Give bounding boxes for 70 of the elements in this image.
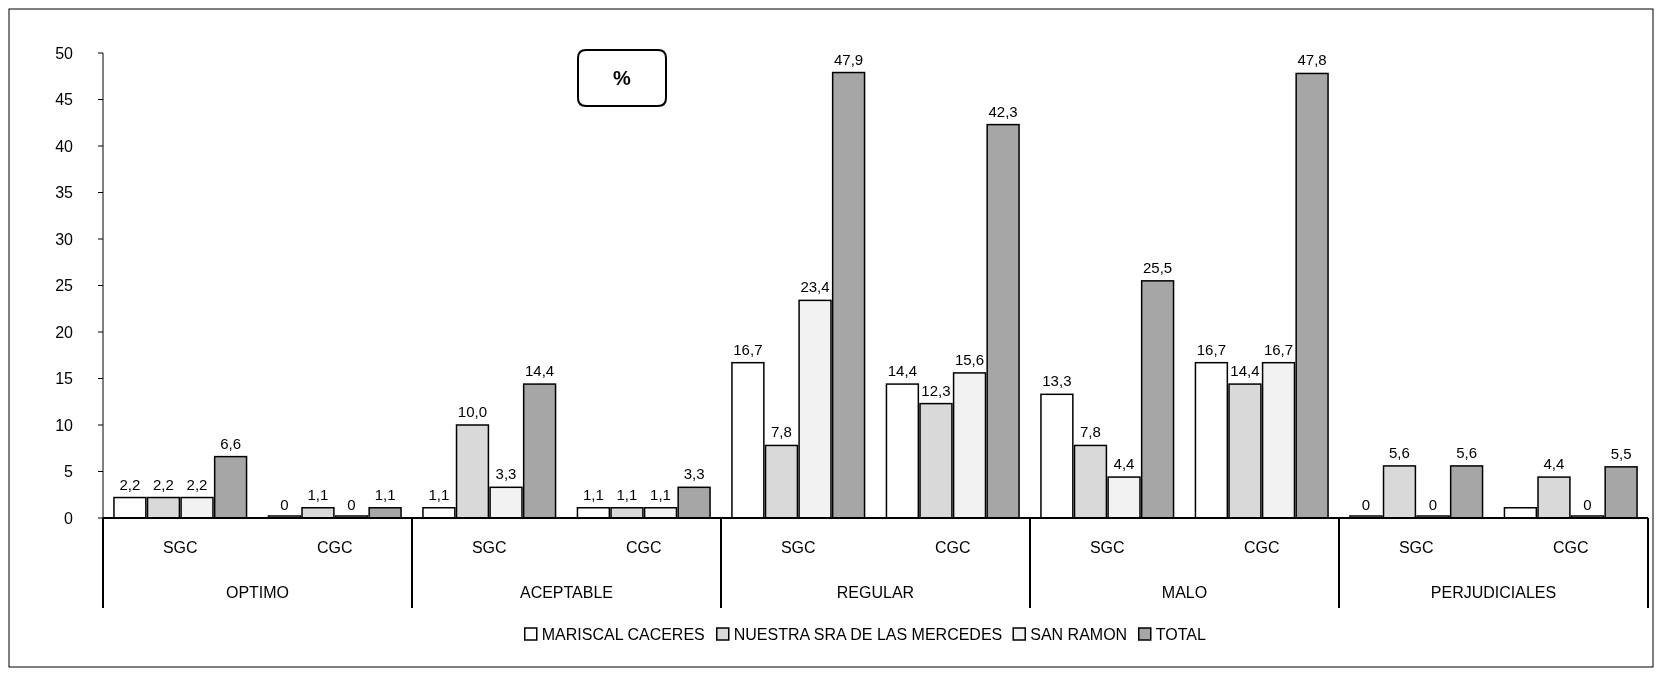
- data-label: 6,6: [220, 434, 242, 452]
- x-tick-label: SGC: [471, 539, 507, 556]
- data-label: 16,7: [733, 340, 763, 358]
- data-label: 47,8: [1297, 51, 1327, 69]
- y-tick-label: 40: [55, 137, 74, 155]
- x-tick-label: SGC: [1398, 539, 1434, 556]
- data-label: 7,8: [1080, 423, 1101, 441]
- x-tick-label: CGC: [1243, 539, 1280, 556]
- data-label: 5,5: [1610, 444, 1632, 462]
- data-label: 16,7: [1263, 340, 1294, 358]
- text: ACEPTABLE: [519, 584, 614, 601]
- data-label: 1,1: [650, 485, 671, 503]
- data-label: 0: [1428, 496, 1438, 513]
- x-tick-label: CGC: [1552, 539, 1589, 556]
- data-label: 0: [280, 496, 289, 513]
- x-tick-label: SGC: [780, 539, 816, 556]
- data-label: 13,3: [1042, 372, 1072, 390]
- data-label: 5,6: [1389, 443, 1410, 461]
- y-tick-label: 35: [55, 184, 74, 202]
- x-tick-label: CGC: [625, 539, 662, 556]
- data-label: 3,3: [683, 465, 705, 483]
- data-label: 12,3: [921, 381, 951, 399]
- legend-label: TOTAL: [1155, 626, 1206, 643]
- x-tick-label: SGC: [162, 539, 198, 556]
- text: MALO: [1161, 584, 1208, 601]
- data-label: 0: [1583, 496, 1592, 513]
- y-tick-label: 50: [55, 44, 74, 62]
- legend-label: NUESTRA SRA DE LAS MERCEDES: [733, 626, 1003, 643]
- data-label: 1,1: [582, 485, 604, 503]
- y-tick-label: 30: [55, 230, 74, 248]
- data-label: 14,4: [525, 362, 555, 380]
- data-label: 42,3: [988, 102, 1018, 120]
- text: %: [613, 67, 632, 89]
- data-label: 5,6: [1456, 443, 1478, 461]
- x-tick-label: CGC: [316, 539, 353, 556]
- data-label: 23,4: [800, 278, 830, 296]
- data-label: 0: [347, 496, 356, 513]
- data-label: 14,4: [887, 362, 917, 380]
- data-label: 15,6: [954, 350, 985, 368]
- data-label: 3,3: [495, 465, 517, 483]
- y-tick-label: 20: [55, 323, 74, 341]
- y-tick-label: 15: [55, 370, 74, 388]
- x-tick-label: SGC: [1089, 539, 1125, 556]
- y-tick-label: 5: [64, 463, 74, 481]
- data-label: 1,1: [428, 485, 450, 503]
- data-label: 1,1: [307, 485, 329, 503]
- y-tick-label: 45: [55, 91, 74, 109]
- text: PERJUDICIALES: [1430, 584, 1557, 601]
- data-label: 4,4: [1543, 455, 1565, 473]
- text: OPTIMO: [225, 584, 290, 601]
- data-label: 2,2: [186, 475, 208, 493]
- data-label: 47,9: [834, 50, 864, 68]
- data-label: 1,1: [616, 485, 638, 503]
- legend-label: SAN RAMON: [1030, 626, 1128, 643]
- y-tick-label: 0: [64, 509, 74, 527]
- data-label: 14,4: [1230, 362, 1260, 380]
- y-tick-label: 10: [55, 416, 74, 434]
- data-label: 1,1: [374, 485, 396, 503]
- data-label: 25,5: [1143, 258, 1173, 276]
- data-label: 16,7: [1196, 340, 1226, 358]
- legend-label: MARISCAL CACERES: [541, 626, 705, 643]
- data-label: 2,2: [119, 475, 141, 493]
- data-label: 4,4: [1113, 455, 1135, 473]
- text: REGULAR: [836, 584, 915, 601]
- data-label: 2,2: [153, 475, 174, 493]
- data-label: 7,8: [771, 423, 792, 441]
- y-tick-label: 25: [55, 277, 74, 295]
- data-label: 0: [1361, 496, 1371, 513]
- data-label: 10,0: [457, 403, 488, 420]
- x-tick-label: CGC: [934, 539, 971, 556]
